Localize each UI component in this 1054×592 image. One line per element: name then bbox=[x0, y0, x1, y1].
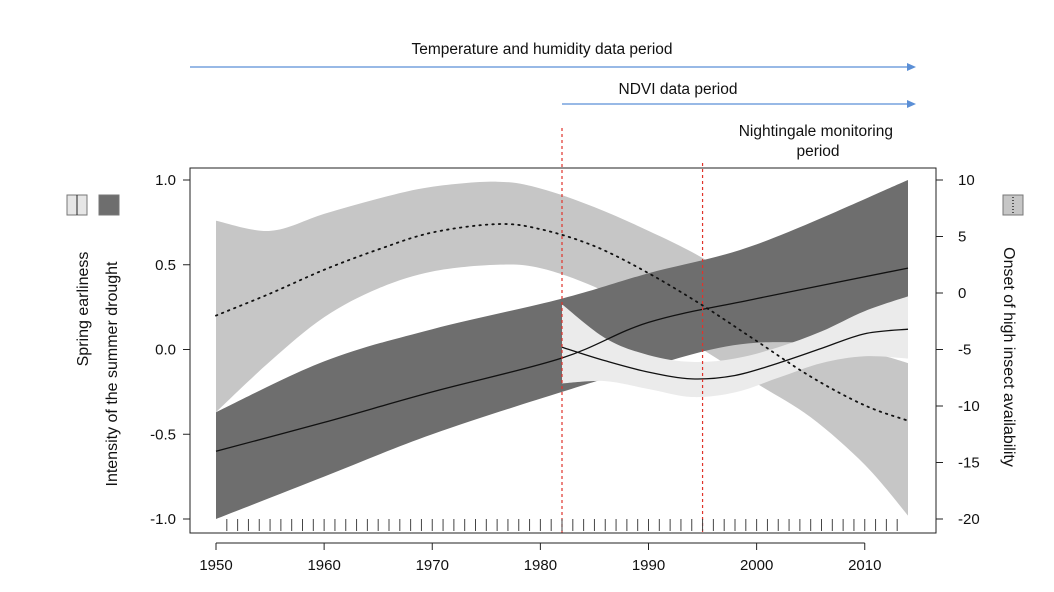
x-tick-label-1980: 1980 bbox=[524, 557, 557, 574]
y-right-tick-label--5: -5 bbox=[958, 342, 971, 359]
y-right-tick-label--20: -20 bbox=[958, 511, 980, 528]
y-axis-right: -20 -15 -10 -5 0 5 10 bbox=[936, 172, 980, 528]
y-left-tick-label-0.0: 0.0 bbox=[155, 342, 176, 359]
period-label-nightingale-line2: period bbox=[796, 143, 839, 160]
period-label-ndvi: NDVI data period bbox=[619, 81, 738, 98]
line-insect bbox=[561, 328, 909, 380]
period-arrowhead-0 bbox=[907, 63, 916, 71]
y-right-tick-label-0: 0 bbox=[958, 285, 966, 302]
y-left-tick-label-0.5: 0.5 bbox=[155, 257, 176, 274]
period-arrows: Temperature and humidity data period NDV… bbox=[190, 41, 916, 108]
y-left-tick-label-1.0: 1.0 bbox=[155, 172, 176, 189]
y-axis-left: -1.0 -0.5 0.0 0.5 1.0 bbox=[150, 172, 190, 528]
x-axis: 1950 1960 1970 1980 1990 2000 2010 bbox=[199, 542, 881, 574]
y-left-tick-label--1.0: -1.0 bbox=[150, 511, 176, 528]
y-right-tick-label-5: 5 bbox=[958, 229, 966, 246]
y-left-tick-label--0.5: -0.5 bbox=[150, 426, 176, 443]
left-axis-title-spring: Spring earliness bbox=[75, 252, 92, 367]
period-label-temp-humidity: Temperature and humidity data period bbox=[411, 41, 672, 58]
line-spring bbox=[215, 223, 909, 422]
legend-boxes bbox=[66, 194, 1024, 216]
period-label-nightingale-line1: Nightingale monitoring bbox=[739, 123, 893, 140]
x-tick-label-1970: 1970 bbox=[416, 557, 449, 574]
x-tick-label-1950: 1950 bbox=[199, 557, 232, 574]
y-right-tick-label-10: 10 bbox=[958, 172, 975, 189]
legend-box-2 bbox=[1002, 194, 1024, 216]
period-label-nightingale: Nightingale monitoring period bbox=[739, 123, 898, 160]
left-axis-title-drought: Intensity of the summer drought bbox=[104, 261, 121, 487]
x-tick-label-2010: 2010 bbox=[848, 557, 881, 574]
period-arrowhead-1 bbox=[907, 100, 916, 108]
plot-frame bbox=[189, 167, 937, 534]
x-tick-label-1990: 1990 bbox=[632, 557, 665, 574]
y-right-tick-label--10: -10 bbox=[958, 398, 980, 415]
rug-ticks bbox=[226, 519, 898, 531]
y-right-tick-label--15: -15 bbox=[958, 455, 980, 472]
legend-box-1 bbox=[98, 194, 120, 216]
band-spring bbox=[216, 181, 908, 516]
period-vlines bbox=[561, 128, 704, 533]
x-tick-label-2000: 2000 bbox=[740, 557, 773, 574]
x-tick-label-1960: 1960 bbox=[307, 557, 340, 574]
right-axis-title-insect: Onset of high insect availability bbox=[1000, 247, 1017, 467]
